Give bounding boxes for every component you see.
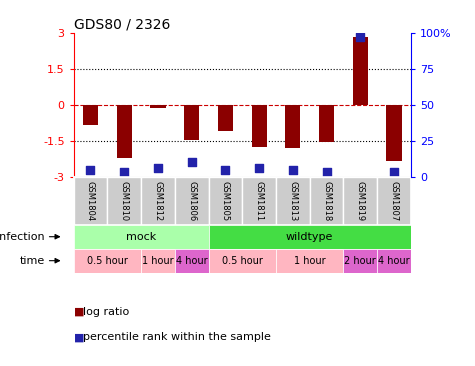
Bar [377,177,411,225]
Bar [74,249,141,273]
Text: time: time [19,256,45,266]
Bar [151,105,165,108]
Bar [141,177,175,225]
Text: 1 hour: 1 hour [142,256,174,266]
Bar [117,105,132,158]
Text: percentile rank within the sample: percentile rank within the sample [83,332,271,342]
Point [256,165,263,171]
Text: GSM1813: GSM1813 [288,181,297,221]
Bar [141,249,175,273]
Bar [310,177,343,225]
Bar [276,249,343,273]
Bar [209,249,276,273]
Bar [209,177,242,225]
Point [323,169,331,175]
Point [221,167,229,172]
Text: GSM1810: GSM1810 [120,181,129,221]
Text: mock: mock [126,232,156,242]
Bar [343,249,377,273]
Text: ■: ■ [74,307,84,317]
Point [289,167,296,172]
Bar [74,225,209,249]
Bar [252,105,266,147]
Text: wildtype: wildtype [286,232,333,242]
Text: GSM1818: GSM1818 [322,181,331,221]
Text: GSM1805: GSM1805 [221,181,230,221]
Point [86,167,94,172]
Text: log ratio: log ratio [83,307,129,317]
Text: 2 hour: 2 hour [344,256,376,266]
Text: GSM1806: GSM1806 [187,181,196,221]
Bar [353,37,368,105]
Bar [175,249,209,273]
Text: GSM1807: GSM1807 [390,181,399,221]
Text: GSM1812: GSM1812 [153,181,162,221]
Text: 4 hour: 4 hour [378,256,410,266]
Text: ■: ■ [74,332,84,342]
Text: infection: infection [0,232,45,242]
Text: 4 hour: 4 hour [176,256,208,266]
Text: 1 hour: 1 hour [294,256,325,266]
Bar [209,225,411,249]
Bar [319,105,334,142]
Bar [276,177,310,225]
Bar [343,177,377,225]
Point [390,169,398,175]
Bar [377,249,411,273]
Point [121,169,128,175]
Bar [285,105,300,148]
Point [356,34,364,40]
Bar [107,177,141,225]
Bar [175,177,209,225]
Point [154,165,162,171]
Bar [184,105,199,139]
Bar [74,177,107,225]
Text: 0.5 hour: 0.5 hour [87,256,128,266]
Bar [387,105,401,161]
Text: 0.5 hour: 0.5 hour [222,256,263,266]
Text: GSM1804: GSM1804 [86,181,95,221]
Text: GSM1811: GSM1811 [255,181,264,221]
Bar [218,105,233,131]
Text: GSM1819: GSM1819 [356,181,365,221]
Text: GDS80 / 2326: GDS80 / 2326 [74,18,170,32]
Bar [242,177,276,225]
Bar [83,105,98,125]
Point [188,160,196,165]
